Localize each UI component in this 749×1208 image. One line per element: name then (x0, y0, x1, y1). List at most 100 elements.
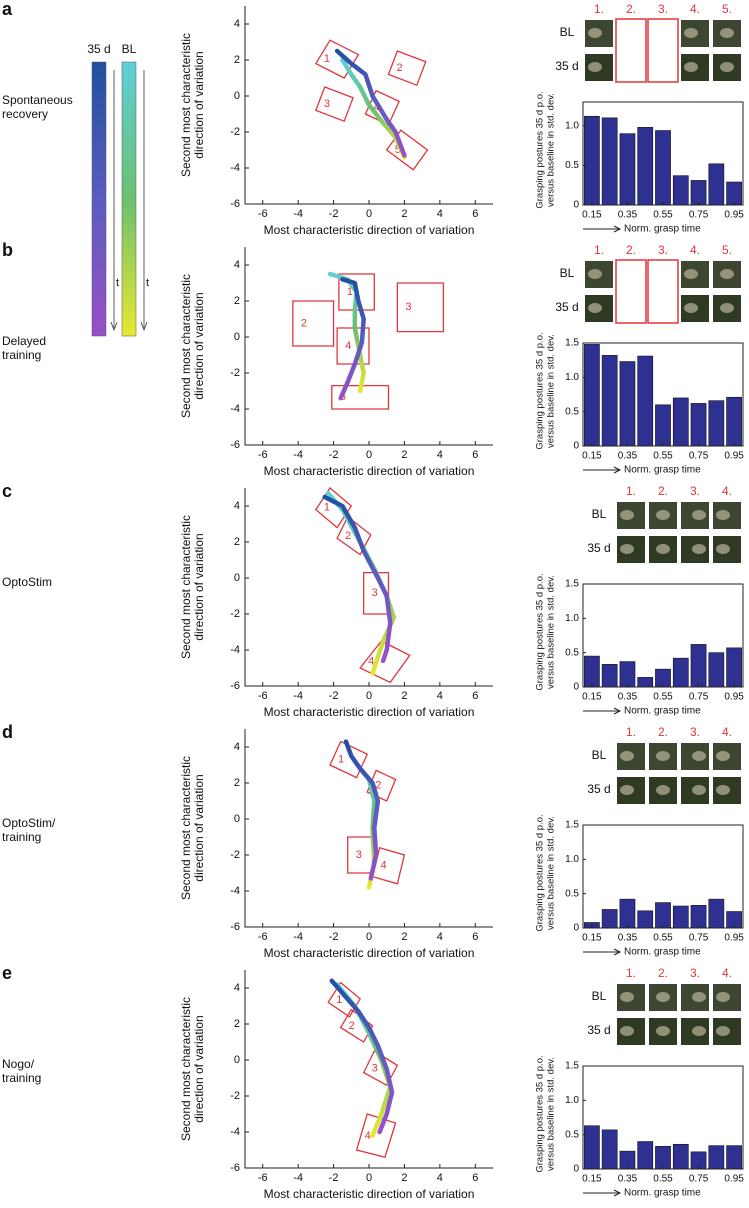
mean-trajectory (326, 491, 397, 676)
thumbnail-detail (656, 785, 670, 795)
x-tick-label: 0.35 (618, 451, 638, 462)
thumbnail-detail (692, 751, 706, 761)
colorbar (121, 61, 137, 337)
y-axis-label: versus baseline in std. dev. (546, 575, 557, 689)
bar (601, 664, 618, 688)
image-row-label: 35 d (587, 782, 610, 796)
thumbnail-detail (588, 269, 602, 279)
x-tick-label: 6 (472, 208, 478, 220)
time-arrow-head (140, 321, 148, 332)
thumbnail-detail (656, 510, 670, 520)
region-label: 4 (368, 656, 374, 668)
image-number: 4. (722, 484, 732, 498)
y-tick-label: 0 (234, 90, 240, 102)
image-number: 2. (658, 484, 668, 498)
x-tick-label: 0.75 (689, 933, 709, 944)
bar (655, 1146, 671, 1170)
region-box (363, 571, 390, 615)
bar (672, 175, 689, 206)
thumbnail-detail (692, 785, 706, 795)
x-tick-label: -2 (329, 690, 339, 702)
thumbnail-detail (620, 751, 634, 761)
region-label: 3 (405, 301, 411, 313)
bar (690, 644, 707, 688)
bar (655, 404, 671, 447)
bar (584, 344, 600, 447)
y-tick-label: -4 (230, 885, 240, 897)
y-tick-label: 0 (234, 1054, 240, 1066)
x-tick-label: 0 (366, 449, 372, 461)
x-tick-label: 0.55 (653, 692, 673, 703)
image-number: 5. (722, 2, 732, 16)
x-tick-label: 0.55 (653, 210, 673, 221)
y-tick-label: 0.5 (565, 647, 579, 658)
y-axis-label: direction of variation (192, 292, 206, 399)
y-tick-label: -4 (230, 403, 240, 415)
y-axis-label: Second most characteristic (179, 33, 193, 177)
thumbnail-detail (716, 785, 730, 795)
x-tick-label: -6 (258, 690, 268, 702)
region-label: 2 (349, 1020, 355, 1032)
y-tick-label: 2 (234, 1018, 240, 1030)
condition-label: Delayed (2, 334, 46, 348)
image-number: 3. (690, 484, 700, 498)
image-number: 1. (626, 725, 636, 739)
x-axis-label: Norm. grasp time (624, 706, 701, 717)
axes (244, 729, 493, 928)
x-tick-label: 0.95 (724, 210, 744, 221)
y-axis-label: versus baseline in std. dev. (546, 93, 557, 207)
region-box (366, 769, 397, 802)
bar (619, 661, 636, 688)
x-axis-label: Norm. grasp time (624, 947, 701, 958)
x-arrow-head (613, 225, 622, 233)
y-axis-label: Grasping postures 35 d p.o. (535, 814, 546, 931)
x-tick-label: 4 (437, 690, 443, 702)
image-row-label: 35 d (587, 541, 610, 555)
x-tick-label: -4 (293, 1172, 303, 1184)
region-label: 3 (324, 98, 330, 110)
region-box (359, 640, 411, 684)
y-axis-label: Second most characteristic (179, 515, 193, 659)
panel-letter: a (2, 0, 13, 19)
image-number: 2. (626, 243, 636, 257)
time-label: t (116, 277, 119, 289)
x-tick-label: -2 (329, 208, 339, 220)
y-tick-label: 0 (573, 200, 579, 211)
image-row-label: BL (592, 507, 607, 521)
missing-image-box (647, 259, 679, 324)
bar (601, 355, 618, 447)
y-tick-label: -2 (230, 126, 240, 138)
x-tick-label: 0.55 (653, 933, 673, 944)
x-tick-label: 0.55 (653, 1174, 673, 1185)
x-tick-label: -6 (258, 208, 268, 220)
region-label: 1 (347, 286, 353, 298)
region-box (292, 300, 335, 347)
bar (637, 677, 654, 688)
x-tick-label: 0.35 (618, 210, 638, 221)
condition-label: Spontaneous (2, 93, 73, 107)
x-tick-label: 0.55 (653, 451, 673, 462)
y-axis-label: direction of variation (192, 774, 206, 881)
image-row-label: BL (560, 266, 575, 280)
y-tick-label: 2 (234, 777, 240, 789)
y-axis-label: direction of variation (192, 51, 206, 158)
thumbnail-detail (716, 992, 730, 1002)
x-tick-label: 0.15 (582, 1174, 602, 1185)
mean-trajectory (343, 739, 381, 881)
y-axis-label: Second most characteristic (179, 274, 193, 418)
bar (619, 133, 636, 206)
thumbnail-detail (656, 544, 670, 554)
y-tick-label: 4 (234, 982, 240, 994)
region-box (331, 384, 390, 410)
colorbar (91, 61, 107, 337)
image-row-label: 35 d (587, 1023, 610, 1037)
x-tick-label: -4 (293, 449, 303, 461)
thumbnail-detail (716, 751, 730, 761)
y-tick-label: -6 (230, 439, 240, 451)
y-tick-label: 1.5 (565, 1061, 579, 1072)
y-tick-label: 0.5 (565, 160, 579, 171)
x-arrow-head (613, 707, 622, 715)
y-tick-label: 0.5 (565, 1129, 579, 1140)
y-tick-label: -6 (230, 1162, 240, 1174)
